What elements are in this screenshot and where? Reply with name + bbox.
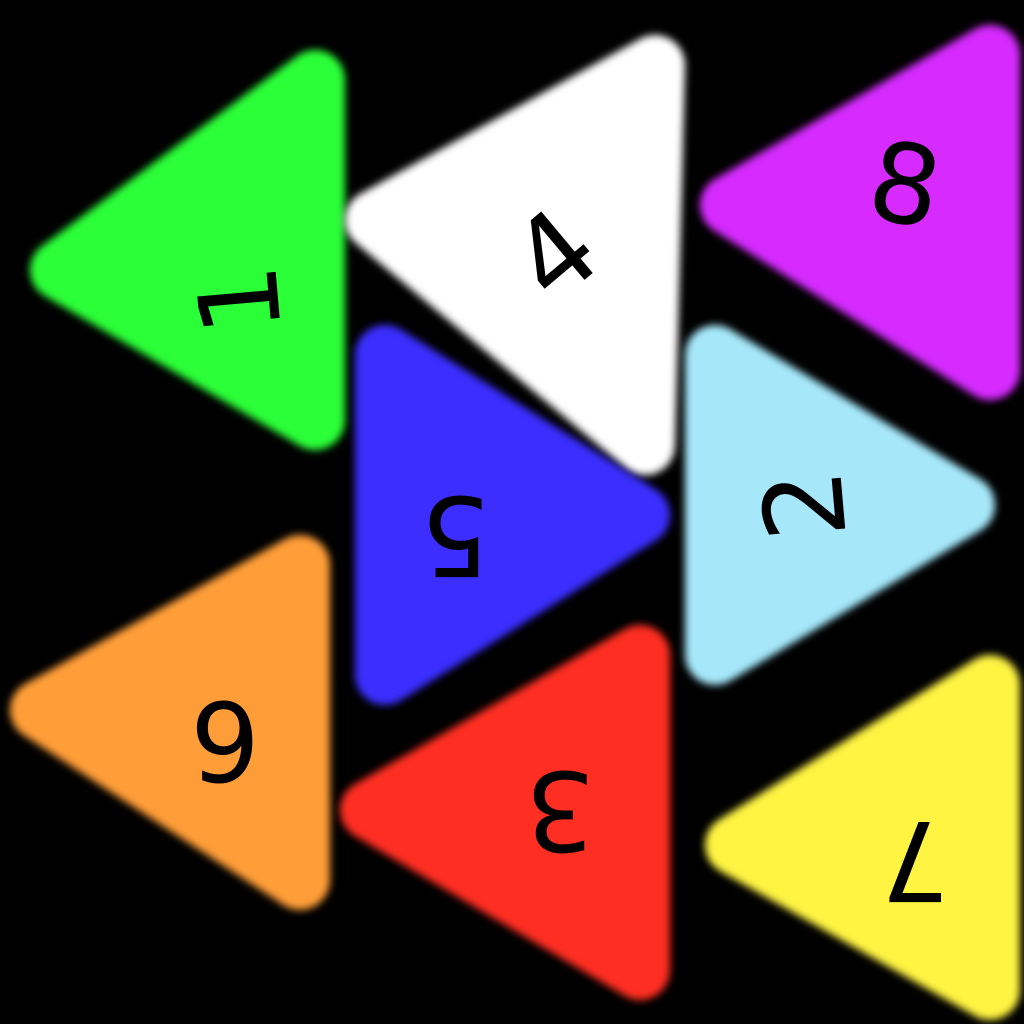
triangle-shape-white bbox=[345, 35, 685, 475]
triangle-tile-orange: 6 bbox=[10, 535, 330, 910]
tile-label-light-blue: 2 bbox=[738, 465, 872, 546]
triangle-tile-purple: 8 bbox=[700, 25, 1020, 400]
tile-label-green: 1 bbox=[173, 260, 307, 341]
triangle-shape-green bbox=[30, 50, 345, 450]
triangle-tile-blue: 5 bbox=[355, 325, 670, 705]
triangle-shape-yellow bbox=[705, 655, 1020, 1020]
tile-label-blue: 5 bbox=[420, 471, 490, 599]
triangle-tile-light-blue: 2 bbox=[685, 325, 995, 685]
triangle-shape-orange bbox=[10, 535, 330, 910]
triangle-shape-blue bbox=[355, 325, 670, 705]
triangle-tile-yellow: 7 bbox=[705, 655, 1020, 1020]
triangle-tile-green: 1 bbox=[30, 50, 345, 450]
triangle-shape-red bbox=[340, 625, 670, 1000]
tile-label-red: 3 bbox=[525, 746, 595, 874]
triangle-tile-white: 4 bbox=[345, 35, 685, 475]
triangle-shape-light-blue bbox=[685, 325, 995, 685]
triangle-tile-red: 3 bbox=[340, 625, 670, 1000]
tile-label-yellow: 7 bbox=[880, 796, 950, 924]
triangle-shape-purple bbox=[700, 25, 1020, 400]
tile-label-orange: 6 bbox=[190, 676, 260, 804]
